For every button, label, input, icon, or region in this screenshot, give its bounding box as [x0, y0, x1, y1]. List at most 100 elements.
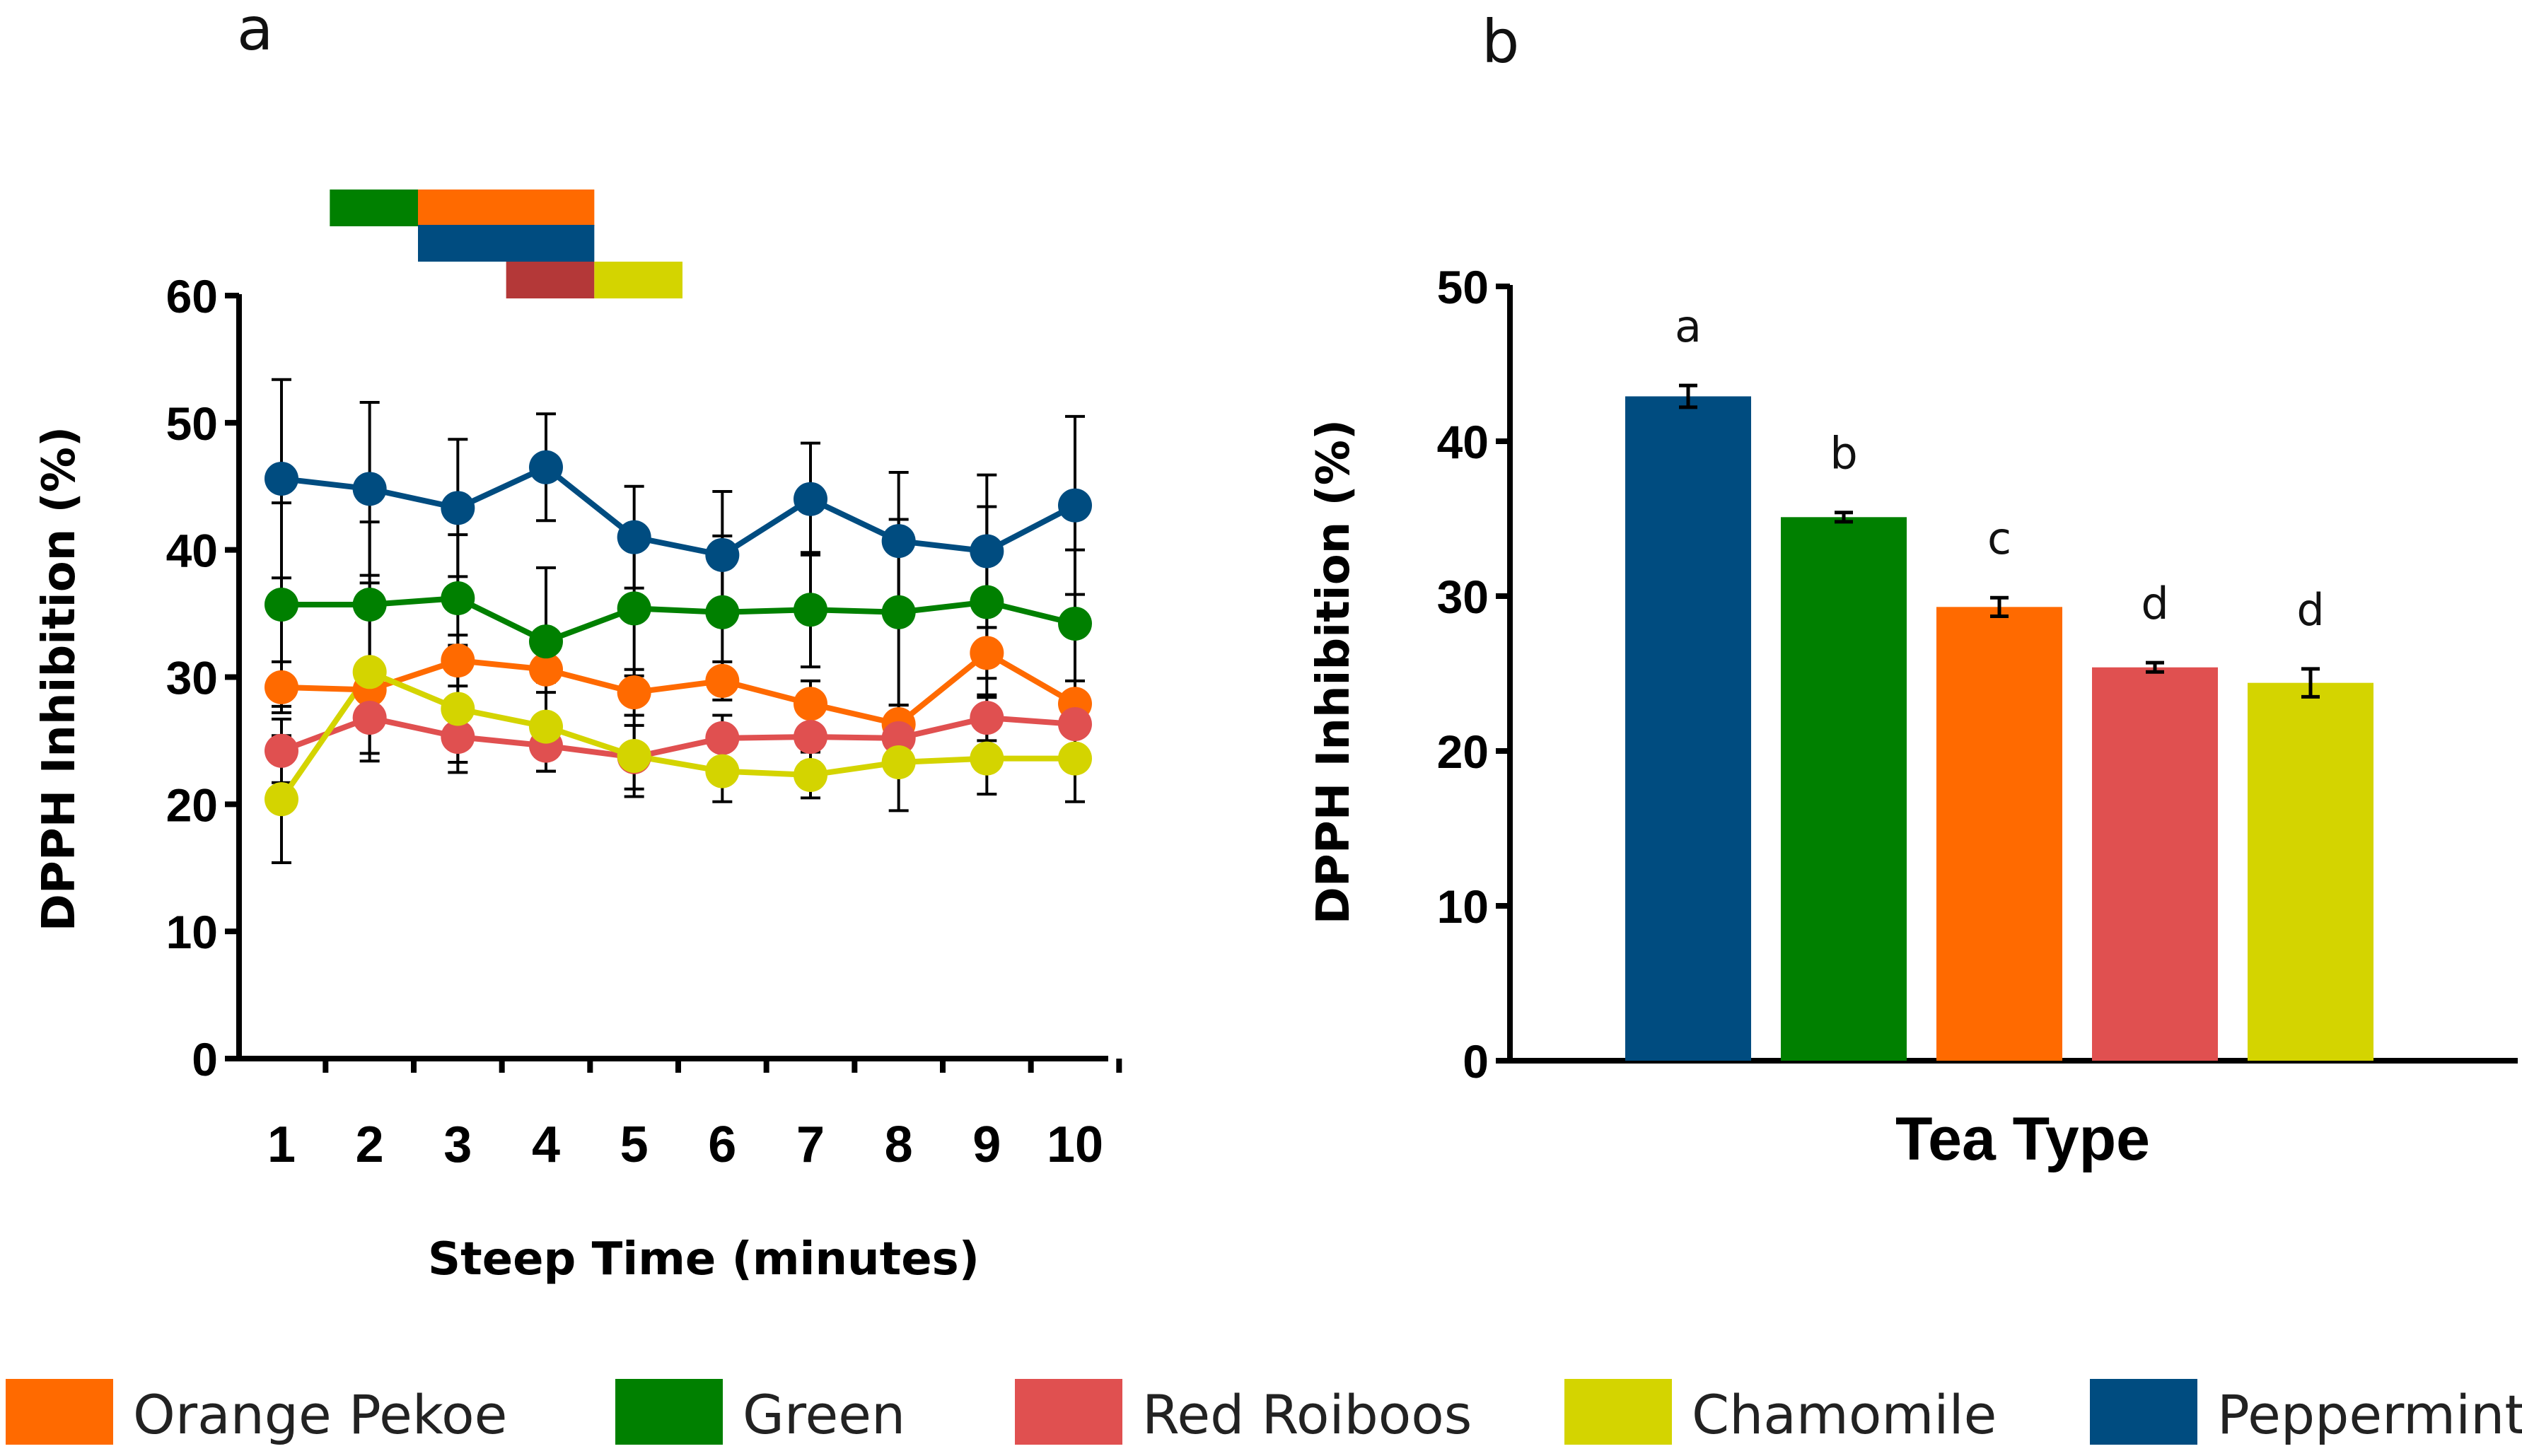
series-line [281, 650, 1076, 728]
data-point [794, 720, 827, 755]
line-chart-y-axis-title: DPPH Inhibition (%) [33, 426, 86, 931]
series-line [279, 669, 1075, 801]
legend-swatch [1015, 1379, 1122, 1445]
data-point [617, 520, 651, 554]
bar-chart-y-tick-label: 0 [1463, 1035, 1489, 1088]
legend-swatch [1564, 1379, 1672, 1445]
legend-label: Orange Pekoe [133, 1383, 507, 1446]
line-chart-x-tick-label: 9 [972, 1117, 1001, 1173]
legend-swatch [615, 1379, 723, 1445]
data-point [1058, 488, 1092, 523]
data-point [617, 591, 651, 626]
data-point [352, 587, 387, 622]
data-point [794, 687, 827, 721]
legend-label: Peppermint [2217, 1383, 2522, 1446]
data-point [881, 721, 916, 755]
line-chart-y-tick-label: 10 [166, 906, 218, 958]
bar-chart-panel-b: 0 10 20 30 40 50 a b c d d Tea Type DPPH Inhibiti… [1308, 261, 2518, 1173]
bar-chart-y-tick-label: 30 [1437, 571, 1489, 623]
line-chart-points [265, 450, 1092, 817]
legend-swatch [2090, 1379, 2197, 1445]
data-point [265, 461, 298, 496]
line-chart-x-tick-label: 2 [356, 1117, 384, 1173]
bar [2092, 667, 2218, 1061]
significance-letter: a [1675, 301, 1702, 352]
data-point [794, 593, 827, 627]
data-point [794, 757, 827, 792]
legend-swatch [6, 1379, 113, 1445]
bar [1781, 517, 1907, 1061]
bar-chart-y-tick-label: 10 [1437, 880, 1489, 933]
bar [1625, 396, 1751, 1061]
data-point [265, 587, 298, 622]
data-point [352, 701, 387, 735]
data-point [441, 692, 475, 726]
significance-bar [330, 190, 418, 226]
bar-chart-y-tick-label: 50 [1437, 261, 1489, 313]
data-point [529, 652, 563, 687]
significance-letter: b [1830, 428, 1857, 479]
line-chart-x-tick-label: 10 [1047, 1117, 1103, 1173]
data-point [705, 721, 740, 755]
data-point [1058, 741, 1092, 776]
bar-chart-y-axis-title: DPPH Inhibition (%) [1308, 419, 1360, 924]
data-point [265, 782, 298, 817]
line-chart-y-tick-label: 0 [192, 1033, 218, 1085]
data-point [617, 675, 651, 710]
significance-bar [506, 262, 595, 298]
significance-letter: d [2296, 584, 2324, 636]
line-chart-x-tick-label: 1 [267, 1117, 296, 1173]
line-chart-y-tick-label: 30 [166, 652, 218, 704]
bar-chart-x-axis-title: Tea Type [1895, 1105, 2150, 1173]
series-line [281, 464, 1076, 558]
data-point [705, 537, 740, 572]
data-point [970, 701, 1004, 735]
data-point [1058, 707, 1092, 742]
bar-chart-bars: a b c d d [1625, 301, 2373, 1061]
data-point [352, 472, 387, 506]
series-line [281, 595, 1076, 645]
significance-bars [330, 190, 682, 298]
data-point [529, 450, 563, 484]
significance-bar [418, 190, 595, 226]
line-chart-x-tick-label: 8 [885, 1117, 913, 1173]
legend-label: Green [743, 1383, 905, 1446]
data-point [265, 670, 298, 704]
significance-bar [418, 225, 595, 262]
data-point [529, 624, 563, 659]
data-point [881, 524, 916, 559]
bar-chart-y-tick-label: 40 [1437, 416, 1489, 468]
bar [1936, 607, 2062, 1061]
legend: Orange Pekoe Green Red Roiboos Chamomile Pep… [6, 1379, 2522, 1446]
data-point [705, 663, 740, 698]
line-chart-axes: 0 10 20 30 40 50 60 1 2 3 4 5 6 7 8 9 10 [166, 270, 1122, 1173]
data-point [441, 720, 475, 755]
data-point [970, 534, 1004, 569]
bar [2248, 682, 2373, 1061]
line-chart-y-tick-label: 50 [166, 397, 218, 450]
legend-label: Chamomile [1692, 1383, 1997, 1446]
bar-chart-y-tick-label: 20 [1437, 726, 1489, 778]
line-chart-error-bars [272, 378, 1085, 865]
significance-letter: c [1987, 513, 2011, 564]
line-chart-x-tick-label: 4 [532, 1117, 560, 1173]
line-chart-x-tick-label: 6 [708, 1117, 736, 1173]
data-point [970, 636, 1004, 670]
legend-label: Red Roiboos [1142, 1383, 1472, 1446]
significance-letter: d [2141, 578, 2168, 629]
line-chart-y-tick-label: 60 [166, 270, 218, 322]
panel-b-label: b [1482, 7, 1519, 76]
data-point [881, 595, 916, 629]
data-point [352, 655, 387, 689]
line-chart-x-tick-label: 7 [796, 1117, 825, 1173]
line-chart-series-lines [279, 464, 1076, 801]
line-chart-x-tick-label: 5 [620, 1117, 649, 1173]
line-chart-panel-a: 0 10 20 30 40 50 60 1 2 3 4 5 6 7 8 9 10 Steep Time (min… [33, 190, 1122, 1286]
data-point [705, 754, 740, 788]
panel-a-label: a [237, 0, 273, 64]
data-point [265, 733, 298, 768]
data-point [705, 595, 740, 629]
data-point [881, 745, 916, 779]
line-chart-x-axis-title: Steep Time (minutes) [428, 1233, 980, 1286]
